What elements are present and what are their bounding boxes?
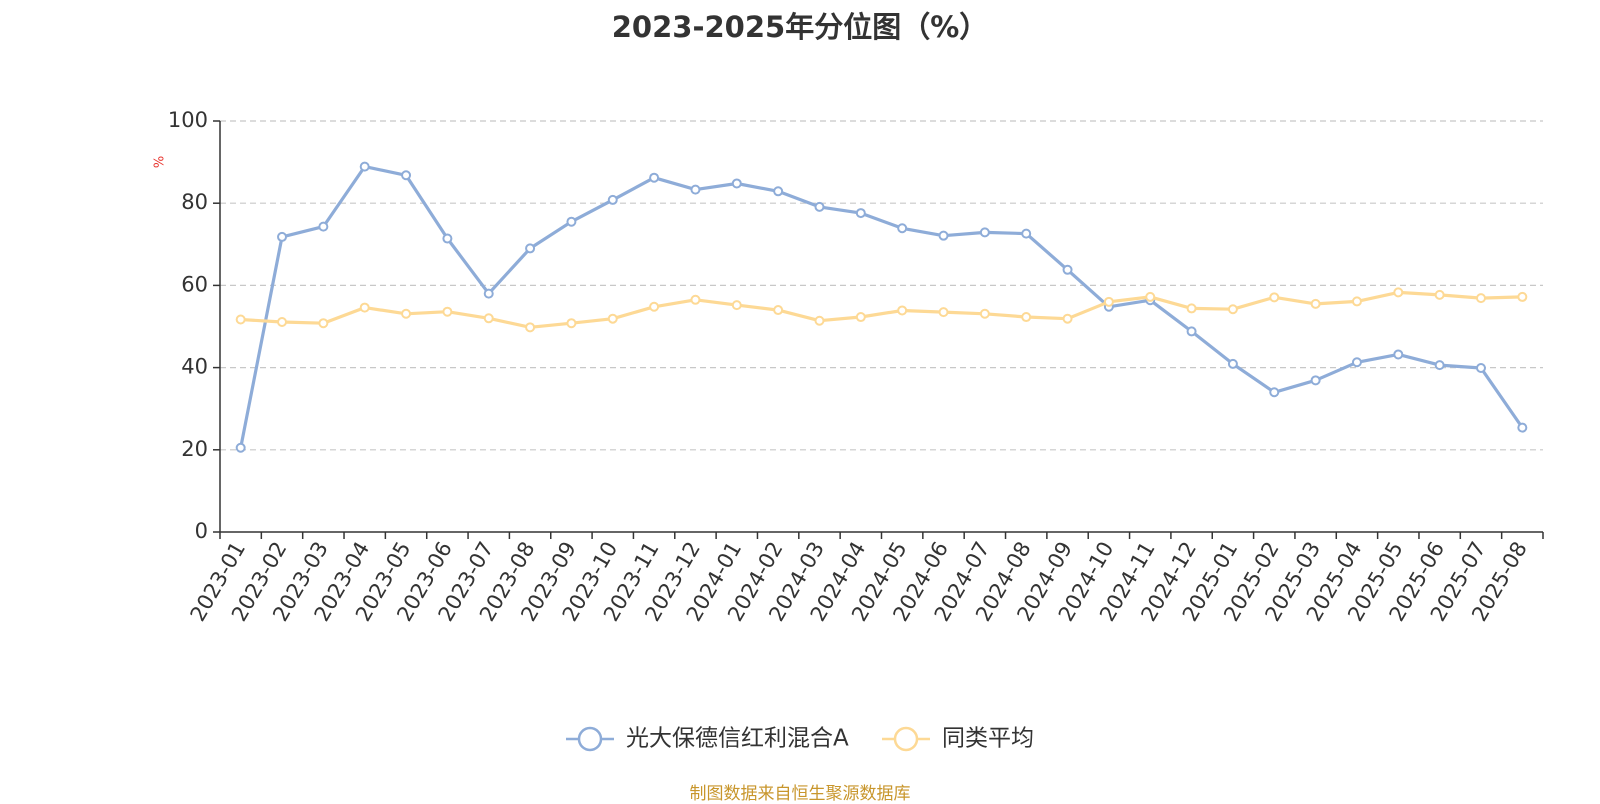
data-source-note: 制图数据来自恒生聚源数据库 <box>689 784 911 804</box>
data-point[interactable] <box>1021 312 1032 323</box>
data-point[interactable] <box>1186 326 1197 337</box>
y-tick-label: 80 <box>181 190 208 214</box>
data-point[interactable] <box>1393 287 1404 298</box>
data-point[interactable] <box>1393 349 1404 360</box>
data-point[interactable] <box>1475 363 1486 374</box>
data-point[interactable] <box>1145 291 1156 302</box>
legend[interactable]: 光大保德信红利混合A 同类平均 <box>566 726 1034 752</box>
data-point[interactable] <box>1103 296 1114 307</box>
data-point[interactable] <box>401 170 412 181</box>
data-point[interactable] <box>483 313 494 324</box>
data-point[interactable] <box>1475 293 1486 304</box>
data-point[interactable] <box>855 312 866 323</box>
data-point[interactable] <box>525 322 536 333</box>
data-point[interactable] <box>607 194 618 205</box>
legend-item[interactable]: 同类平均 <box>882 726 1034 752</box>
data-point[interactable] <box>897 223 908 234</box>
data-point[interactable] <box>277 231 288 242</box>
data-point[interactable] <box>814 315 825 326</box>
data-point[interactable] <box>649 172 660 183</box>
legend-label: 光大保德信红利混合A <box>626 726 849 752</box>
data-point[interactable] <box>318 318 329 329</box>
data-point[interactable] <box>277 316 288 327</box>
data-point[interactable] <box>1351 357 1362 368</box>
data-point[interactable] <box>855 208 866 219</box>
data-point[interactable] <box>401 308 412 319</box>
data-point[interactable] <box>1269 292 1280 303</box>
data-point[interactable] <box>442 233 453 244</box>
data-point[interactable] <box>359 161 370 172</box>
data-point[interactable] <box>1310 298 1321 309</box>
data-point[interactable] <box>1517 291 1528 302</box>
y-tick-label: 100 <box>168 108 208 132</box>
data-point[interactable] <box>483 288 494 299</box>
legend-swatch-marker <box>577 726 603 752</box>
data-point[interactable] <box>318 221 329 232</box>
data-point[interactable] <box>731 178 742 189</box>
data-point[interactable] <box>1351 296 1362 307</box>
data-point[interactable] <box>442 306 453 317</box>
data-point[interactable] <box>979 308 990 319</box>
data-point[interactable] <box>1062 313 1073 324</box>
y-tick-label: 20 <box>181 437 208 461</box>
data-point[interactable] <box>525 243 536 254</box>
data-point[interactable] <box>1517 422 1528 433</box>
data-point[interactable] <box>938 230 949 241</box>
series-lines <box>235 161 1528 453</box>
data-point[interactable] <box>690 294 701 305</box>
series-2 <box>235 287 1528 333</box>
data-point[interactable] <box>1062 264 1073 275</box>
y-axis-unit-label: % <box>153 156 168 168</box>
data-point[interactable] <box>690 184 701 195</box>
legend-swatch-marker <box>893 726 919 752</box>
data-point[interactable] <box>1227 304 1238 315</box>
data-point[interactable] <box>1227 358 1238 369</box>
data-point[interactable] <box>814 201 825 212</box>
data-point[interactable] <box>1310 375 1321 386</box>
y-tick-label: 40 <box>181 355 208 379</box>
data-point[interactable] <box>1434 289 1445 300</box>
data-point[interactable] <box>235 442 246 453</box>
series-1 <box>235 161 1528 453</box>
legend-item[interactable]: 光大保德信红利混合A <box>566 726 849 752</box>
data-point[interactable] <box>1186 303 1197 314</box>
series-line <box>240 290 1523 329</box>
data-point[interactable] <box>649 301 660 312</box>
chart-title: 2023-2025年分位图（%） <box>611 10 989 44</box>
series-line <box>239 165 1524 449</box>
data-point[interactable] <box>1269 387 1280 398</box>
data-point[interactable] <box>773 305 784 316</box>
legend-label: 同类平均 <box>942 726 1034 752</box>
data-point[interactable] <box>773 186 784 197</box>
data-point[interactable] <box>979 227 990 238</box>
y-tick-label: 60 <box>181 272 208 296</box>
data-point[interactable] <box>897 305 908 316</box>
axes: 0204060801002023-012023-022023-032023-04… <box>168 108 1544 625</box>
data-point[interactable] <box>607 313 618 324</box>
data-point[interactable] <box>1021 228 1032 239</box>
data-point[interactable] <box>566 318 577 329</box>
y-tick-label: 0 <box>195 519 208 543</box>
data-point[interactable] <box>359 302 370 313</box>
data-point[interactable] <box>1434 360 1445 371</box>
data-point[interactable] <box>731 300 742 311</box>
data-point[interactable] <box>938 307 949 318</box>
gridlines <box>220 120 1543 451</box>
data-point[interactable] <box>566 216 577 227</box>
data-point[interactable] <box>235 314 246 325</box>
